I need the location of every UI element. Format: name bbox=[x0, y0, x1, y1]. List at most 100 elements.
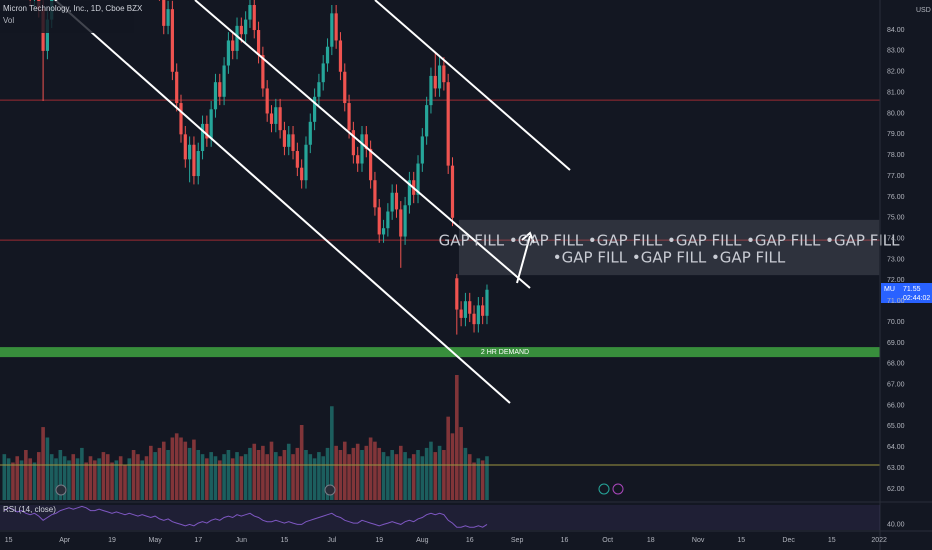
candle-body bbox=[394, 192, 399, 210]
volume-bar bbox=[347, 454, 351, 500]
x-tick-label: Nov bbox=[692, 537, 705, 544]
candle-body bbox=[256, 30, 261, 56]
candle-body bbox=[183, 134, 187, 160]
volume-bar bbox=[424, 447, 429, 500]
volume-bar bbox=[213, 456, 218, 500]
volume-bar bbox=[149, 445, 153, 500]
volume-bar bbox=[140, 460, 145, 500]
candle-body bbox=[481, 305, 485, 316]
candle-body bbox=[295, 151, 299, 168]
volume-bar bbox=[45, 437, 50, 500]
volume-bar bbox=[317, 452, 321, 500]
y-tick-label: 81.00 bbox=[887, 89, 905, 96]
x-tick-label: 16 bbox=[466, 537, 474, 544]
x-tick-label: 19 bbox=[108, 537, 116, 544]
y-tick-label: 62.00 bbox=[887, 486, 905, 493]
candle-body bbox=[226, 40, 231, 66]
candle-body bbox=[192, 144, 196, 177]
earnings-marker[interactable] bbox=[612, 483, 624, 495]
candle-body bbox=[312, 96, 317, 122]
volume-bar bbox=[6, 458, 11, 500]
candle-body bbox=[175, 71, 179, 104]
gap-text-layer: 2 HR DEMAND GAP FILL •GAP FILL •GAP FILL … bbox=[439, 232, 901, 356]
candle-body bbox=[282, 130, 287, 147]
candle-body bbox=[373, 180, 377, 208]
volume-bar bbox=[2, 454, 7, 500]
volume-bar bbox=[32, 462, 37, 500]
x-tick-label: 15 bbox=[5, 537, 13, 544]
candle-body bbox=[304, 144, 308, 181]
gap-text: GAP FILL •GAP FILL •GAP FILL •GAP FILL •… bbox=[439, 232, 901, 250]
volume-bar bbox=[386, 456, 390, 500]
volume-bar bbox=[351, 447, 356, 500]
dividend-marker[interactable] bbox=[598, 483, 610, 495]
candle-body bbox=[330, 13, 334, 47]
symbol: MU bbox=[884, 286, 895, 293]
candle-body bbox=[291, 134, 295, 152]
volume-bar bbox=[295, 447, 300, 500]
earnings-marker[interactable] bbox=[324, 484, 336, 496]
rsi-layer bbox=[4, 505, 488, 528]
currency: USD bbox=[916, 7, 931, 14]
volume-bar bbox=[433, 452, 438, 500]
volume-bar bbox=[80, 447, 84, 500]
x-tick-label: 18 bbox=[647, 537, 655, 544]
candle-body bbox=[429, 75, 433, 106]
candle-body bbox=[420, 136, 424, 164]
arrow-head bbox=[521, 231, 535, 244]
volume-bar bbox=[127, 458, 132, 500]
y-tick-label: 73.00 bbox=[887, 256, 905, 263]
y-tick-label: 84.00 bbox=[887, 27, 905, 34]
volume-bar bbox=[467, 454, 472, 500]
volume-bar bbox=[170, 437, 175, 500]
candle-body bbox=[334, 13, 338, 41]
countdown: 02:44:02 bbox=[903, 295, 930, 302]
candle-body bbox=[213, 82, 218, 110]
volume-bar bbox=[299, 425, 304, 500]
y-tick-label: 64.00 bbox=[887, 444, 905, 451]
earnings-marker[interactable] bbox=[55, 484, 67, 496]
candle-body bbox=[403, 205, 407, 237]
volume-bar bbox=[437, 445, 442, 500]
volume-bar bbox=[446, 416, 450, 500]
trend-line bbox=[374, 0, 571, 171]
candle-body bbox=[450, 165, 455, 218]
candle-body bbox=[442, 65, 446, 83]
candle-body bbox=[166, 9, 170, 26]
volume-bar bbox=[88, 456, 93, 500]
candle-body bbox=[446, 82, 450, 166]
volume-bar bbox=[485, 456, 489, 500]
volume-bar bbox=[196, 450, 201, 500]
legend-title: Micron Technology, Inc., 1D, Cboe BZX bbox=[3, 4, 143, 13]
trend-line bbox=[194, 0, 531, 289]
volume-bar bbox=[110, 462, 114, 500]
volume-bar bbox=[355, 443, 360, 500]
candle-body bbox=[235, 25, 239, 51]
volume-bar bbox=[217, 460, 222, 500]
volume-bar bbox=[286, 443, 291, 500]
candle-body bbox=[321, 63, 325, 83]
volume-bar bbox=[123, 464, 127, 500]
rsi-tick-label: 40.00 bbox=[887, 521, 905, 528]
y-tick-label: 75.00 bbox=[887, 215, 905, 222]
volume-bar bbox=[398, 445, 403, 500]
candle-body bbox=[437, 65, 442, 89]
x-tick-label: Dec bbox=[782, 537, 795, 544]
annotation-layer bbox=[0, 99, 880, 466]
volume-bar bbox=[131, 450, 136, 500]
volume-bar bbox=[330, 406, 334, 500]
x-tick-label: 17 bbox=[194, 537, 202, 544]
volume-bar bbox=[136, 454, 140, 500]
candle-body bbox=[269, 113, 274, 124]
volume-bar bbox=[243, 454, 248, 500]
candle-body bbox=[317, 82, 321, 97]
x-tick-label: 19 bbox=[375, 537, 383, 544]
volume-bar bbox=[248, 447, 252, 500]
volume-bar bbox=[368, 437, 373, 500]
volume-bar bbox=[67, 460, 71, 500]
volume-bar bbox=[364, 445, 369, 500]
y-tick-label: 63.00 bbox=[887, 465, 905, 472]
volume-bar bbox=[269, 441, 274, 500]
volume-bar bbox=[226, 450, 231, 500]
y-tick-label: 66.00 bbox=[887, 402, 905, 409]
